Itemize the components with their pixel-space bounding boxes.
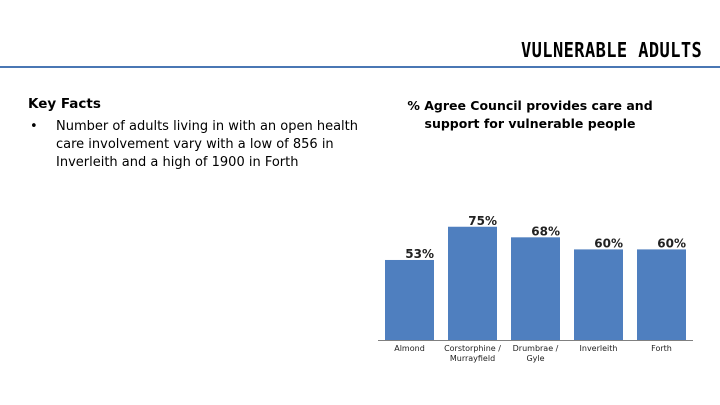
title-divider	[0, 66, 720, 68]
bullet-icon: •	[30, 119, 38, 134]
slide-title: VULNERABLE ADULTS	[520, 38, 702, 62]
key-facts-list: • Number of adults living in with an ope…	[28, 118, 358, 172]
bar-1	[448, 226, 497, 340]
key-fact-item: • Number of adults living in with an ope…	[28, 118, 358, 172]
category-label-3: Inverleith	[580, 344, 618, 353]
category-label-4: Forth	[651, 344, 672, 353]
bar-0	[385, 259, 434, 340]
bar-2	[511, 237, 560, 340]
key-fact-text: Number of adults living in with an open …	[56, 119, 359, 170]
key-facts-panel: Key Facts • Number of adults living in w…	[28, 96, 358, 172]
bar-3	[574, 249, 623, 340]
value-label-4: 60%	[657, 236, 686, 250]
bar-4	[637, 249, 686, 340]
value-label-1: 75%	[468, 214, 497, 228]
key-facts-heading: Key Facts	[28, 96, 101, 112]
category-label-2: Drumbrae / Gyle	[513, 344, 559, 363]
category-label-0: Almond	[394, 344, 425, 353]
value-label-3: 60%	[594, 236, 623, 250]
bar-chart: 53% 75% 68% 60% 60% Almond Corstorphine / Murr…	[378, 214, 693, 363]
value-label-2: 68%	[531, 224, 560, 238]
value-label-0: 53%	[405, 247, 434, 261]
category-label-1: Corstorphine / Murrayfield	[444, 344, 501, 363]
chart-title: % Agree Council provides care and suppor…	[407, 98, 653, 131]
